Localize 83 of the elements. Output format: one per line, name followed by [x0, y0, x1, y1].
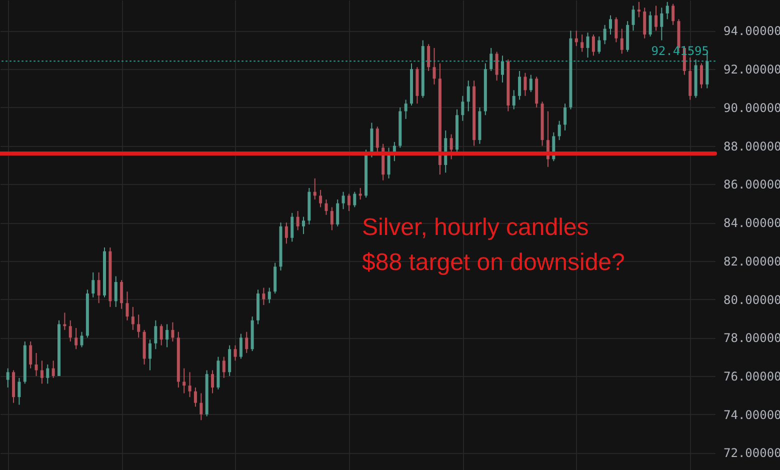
candlestick [290, 212, 294, 242]
candlestick [609, 14, 612, 36]
candlestick [592, 34, 595, 56]
candlestick [512, 90, 516, 110]
candlestick [302, 216, 305, 235]
candlestick [6, 368, 10, 388]
candlestick [648, 11, 652, 37]
candlestick [284, 222, 288, 244]
candlestick [614, 16, 618, 43]
candlestick [296, 210, 300, 231]
candlestick [450, 134, 453, 160]
candlestick [427, 44, 430, 72]
candlestick [52, 360, 55, 378]
candlestick [40, 360, 44, 384]
candlestick [114, 276, 118, 308]
candlestick [182, 368, 186, 394]
candlestick [80, 331, 84, 348]
candlestick [654, 5, 658, 32]
candlestick [598, 36, 601, 54]
candlestick [97, 272, 100, 304]
candlestick [490, 47, 493, 72]
candlestick [211, 370, 214, 394]
candlestick [131, 306, 134, 330]
candlestick [222, 356, 226, 378]
candlestick [574, 30, 578, 47]
candlestick [672, 3, 675, 26]
candlestick [92, 272, 95, 298]
annotation: Silver, hourly candles [362, 214, 589, 242]
candlestick [524, 72, 527, 96]
candlestick [126, 291, 129, 321]
candlestick [342, 191, 345, 210]
candlestick [700, 62, 703, 89]
candlestick [319, 189, 322, 208]
candlestick [63, 312, 66, 330]
candlestick [330, 206, 334, 231]
candlestick [461, 95, 464, 122]
candlestick [166, 324, 169, 348]
candlestick [34, 352, 38, 376]
annotation: $88 target on downside? [362, 249, 625, 277]
candlestick [239, 333, 242, 360]
candlestick [18, 377, 21, 406]
candlestick [313, 178, 316, 200]
candlestick [666, 1, 669, 20]
candlestick [347, 193, 350, 212]
candlestick [643, 7, 646, 39]
candlestick [268, 287, 271, 304]
candlestick [586, 32, 590, 58]
candlestick [500, 55, 504, 83]
candlestick [432, 47, 436, 85]
candlestick [194, 387, 197, 408]
candlestick [529, 74, 532, 93]
candlestick [466, 80, 470, 112]
candlestick [120, 280, 124, 310]
candlestick [160, 324, 163, 346]
candlestick [137, 314, 140, 338]
candlestick [188, 372, 192, 398]
candlestick [171, 322, 174, 342]
candlestick [29, 340, 32, 369]
candlestick [558, 120, 561, 141]
candlestick [603, 24, 606, 45]
candlestick [245, 331, 248, 354]
candlestick [637, 1, 640, 18]
candlestick [353, 191, 356, 208]
candlestick [376, 126, 379, 154]
candlestick [68, 320, 72, 342]
candlestick [620, 28, 624, 54]
candlestick [632, 5, 635, 32]
candlestick [74, 328, 78, 350]
candlestick [518, 70, 522, 100]
candlestick [564, 103, 567, 131]
candlestick [228, 344, 232, 376]
candlestick [336, 199, 340, 227]
candlestick [262, 287, 266, 306]
candlestick [234, 344, 237, 362]
candlestick [404, 99, 408, 120]
candlestick [46, 364, 50, 384]
candlestick [660, 7, 664, 41]
candlestick [154, 320, 158, 350]
candlestick [148, 339, 152, 371]
candlestick [495, 51, 498, 82]
candlestick [580, 34, 584, 52]
candlestick [200, 392, 203, 421]
candlestick [324, 199, 328, 216]
